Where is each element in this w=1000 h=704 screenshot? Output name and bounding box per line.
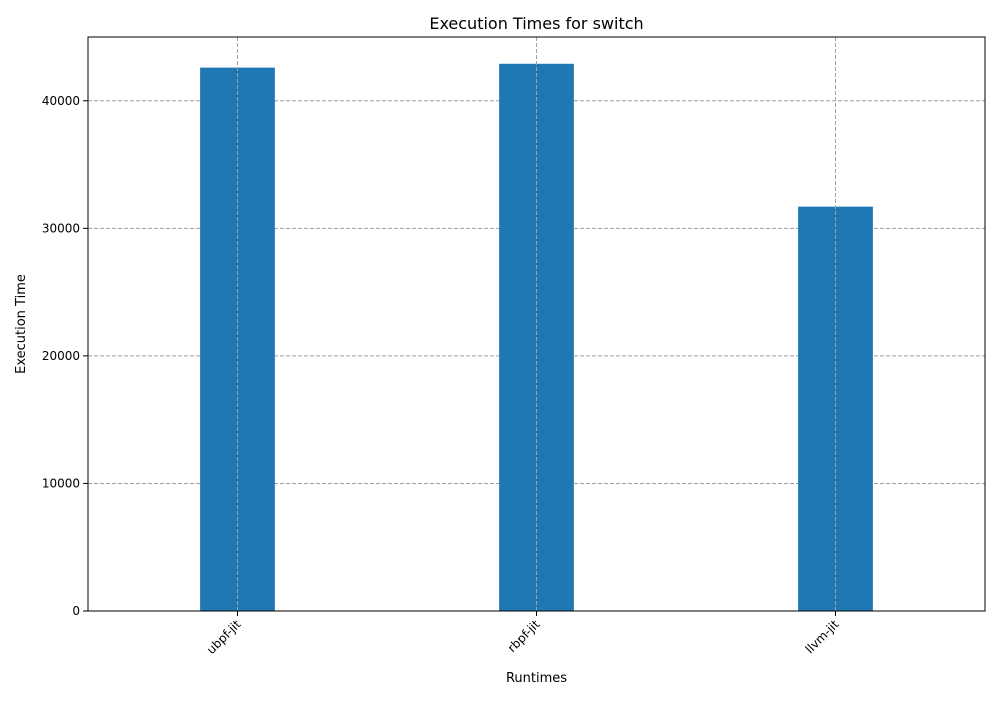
- x-tick-label: rbpf-jit: [505, 617, 543, 655]
- y-tick-label: 10000: [42, 476, 80, 490]
- x-tick-label: ubpf-jit: [204, 617, 244, 657]
- x-axis-ticks: ubpf-jit rbpf-jit llvm-jit: [204, 611, 842, 657]
- chart-title: Execution Times for switch: [429, 14, 643, 33]
- y-tick-label: 0: [72, 604, 80, 618]
- y-tick-label: 30000: [42, 221, 80, 235]
- y-axis-ticks: 0 10000 20000 30000 40000: [42, 94, 88, 618]
- x-tick-label: llvm-jit: [803, 617, 842, 656]
- y-axis-label: Execution Time: [14, 274, 29, 374]
- y-tick-label: 20000: [42, 349, 80, 363]
- x-axis-label: Runtimes: [506, 671, 567, 686]
- y-tick-label: 40000: [42, 94, 80, 108]
